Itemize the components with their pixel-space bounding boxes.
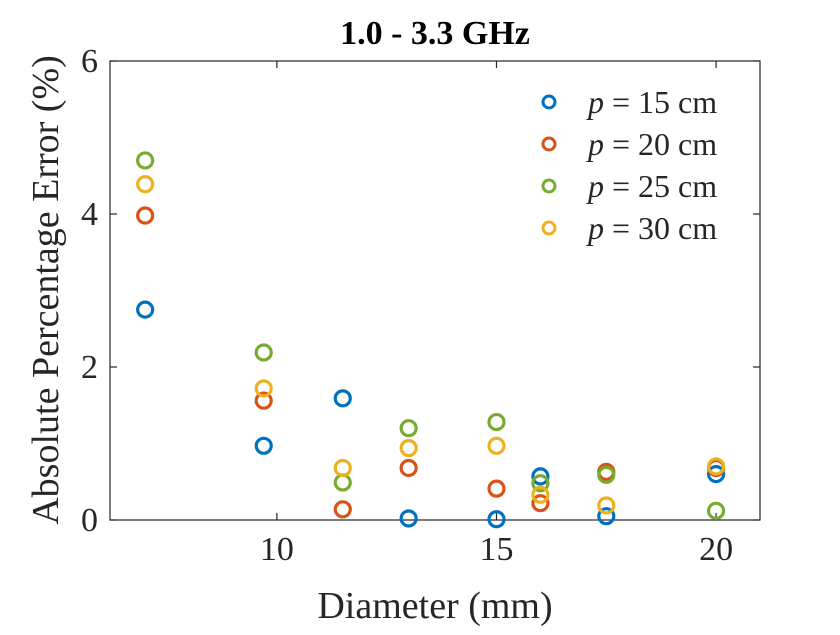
axes-box [109, 60, 761, 521]
data-point [399, 419, 418, 438]
x-tick-label: 15 [479, 531, 513, 568]
data-markers [136, 151, 726, 529]
legend-marker [541, 178, 557, 194]
data-point [254, 436, 273, 455]
legend-label: p = 15 cm [586, 84, 717, 120]
data-point [333, 458, 352, 478]
legend-label-value: = 25 cm [604, 168, 717, 204]
y-tick-label: 4 [81, 196, 98, 233]
legend-marker [541, 136, 557, 152]
legend-label: p = 25 cm [586, 168, 717, 204]
data-point [487, 510, 506, 529]
x-tick-label: 20 [699, 531, 733, 568]
legend-marker [541, 94, 557, 110]
legend-label-variable: p [586, 84, 604, 120]
data-point [597, 496, 616, 515]
legend-label: p = 20 cm [586, 126, 717, 162]
y-tick-label: 0 [81, 502, 98, 539]
data-point [706, 457, 726, 476]
data-point [399, 438, 418, 458]
y-axis: 0 2 4 6 [81, 43, 760, 539]
data-point [531, 474, 550, 493]
legend: p = 15 cmp = 20 cmp = 25 cmp = 30 cm [541, 84, 717, 246]
legend-label-variable: p [586, 126, 604, 162]
data-point [254, 391, 273, 410]
chart-title: 1.0 - 3.3 GHz [340, 15, 530, 52]
data-point [136, 206, 155, 225]
data-point [136, 151, 155, 170]
x-axis: 10 15 20 [260, 61, 733, 568]
legend-label-variable: p [586, 210, 604, 246]
y-tick-label: 2 [81, 349, 98, 386]
data-point [333, 500, 352, 519]
data-point [136, 300, 155, 319]
data-point [597, 507, 616, 526]
y-axis-title: Absolute Percentage Error (%) [25, 55, 67, 525]
plot-area [109, 60, 761, 521]
legend-label-value: = 20 cm [604, 126, 717, 162]
legend-label-value: = 15 cm [604, 84, 717, 120]
data-point [531, 467, 550, 486]
data-point [254, 379, 273, 398]
x-axis-title: Diameter (mm) [317, 585, 552, 627]
data-point [706, 501, 726, 520]
legend-label-value: = 30 cm [604, 210, 717, 246]
x-tick-label: 10 [260, 531, 294, 568]
data-point [531, 485, 550, 504]
data-point [487, 412, 506, 432]
data-point [706, 465, 726, 484]
data-point [333, 389, 352, 408]
y-tick-label: 6 [81, 43, 98, 80]
legend-marker [541, 220, 557, 236]
data-point [597, 465, 616, 484]
legend-label: p = 30 cm [586, 210, 717, 246]
data-point [487, 479, 506, 498]
legend-label-variable: p [586, 168, 604, 204]
data-point [136, 175, 155, 194]
data-point [254, 343, 273, 362]
data-point [399, 509, 418, 528]
data-point [487, 436, 506, 455]
data-point [531, 494, 550, 513]
data-point [399, 458, 418, 478]
